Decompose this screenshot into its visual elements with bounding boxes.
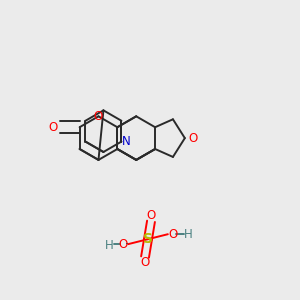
Text: O: O <box>146 209 156 222</box>
Text: O: O <box>48 121 58 134</box>
Text: S: S <box>143 232 153 246</box>
Text: N: N <box>122 135 131 148</box>
Text: O: O <box>118 238 128 250</box>
Text: O: O <box>188 132 197 145</box>
Text: O: O <box>94 110 103 123</box>
Text: H: H <box>184 228 193 241</box>
Text: O: O <box>140 256 150 269</box>
Text: O: O <box>168 228 177 241</box>
Text: H: H <box>105 238 114 252</box>
Text: ·: · <box>124 238 128 250</box>
